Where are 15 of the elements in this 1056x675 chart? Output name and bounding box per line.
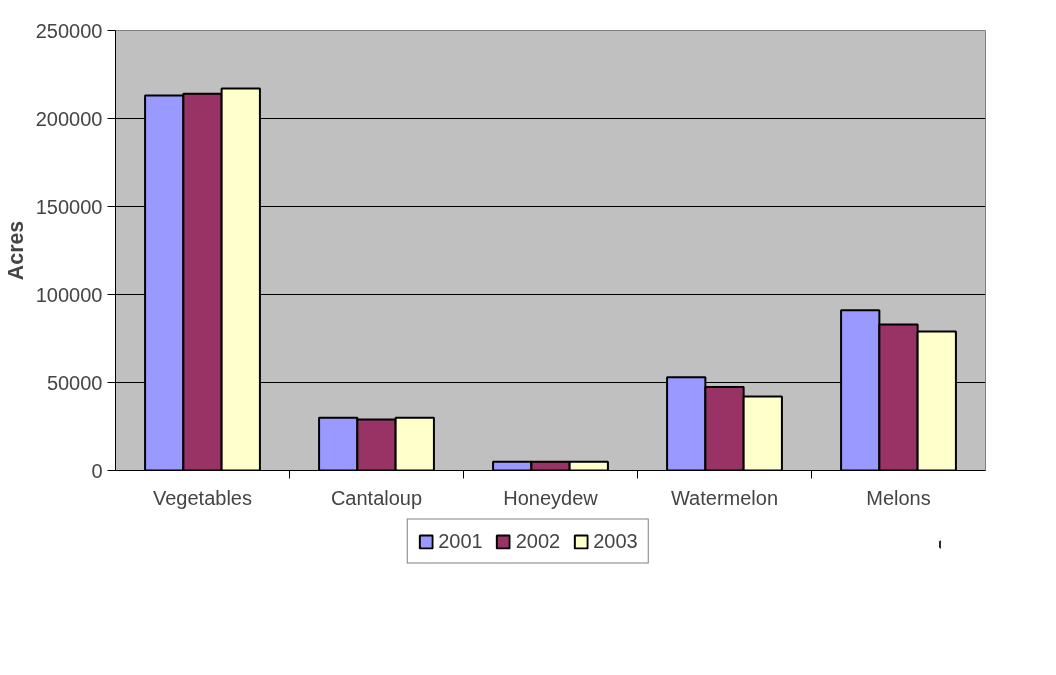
y-tick-label: 150000 bbox=[35, 195, 103, 218]
x-tick-label: Melons bbox=[866, 486, 931, 509]
x-tick-label: Honeydew bbox=[503, 486, 599, 509]
x-tick-label: Watermelon bbox=[670, 486, 779, 509]
x-tick-label: Vegetables bbox=[153, 486, 252, 509]
legend-label: 2002 bbox=[515, 529, 561, 553]
y-tick-label: 200000 bbox=[35, 107, 103, 130]
y-tick-label: 250000 bbox=[35, 19, 103, 42]
y-tick-label: 0 bbox=[91, 459, 103, 482]
x-tick-label: Cantaloup bbox=[330, 486, 423, 509]
y-tick-label: 100000 bbox=[35, 283, 103, 306]
legend-label: 2003 bbox=[593, 529, 638, 553]
y-axis-title: Acres bbox=[3, 220, 28, 281]
legend-label: 2001 bbox=[438, 529, 483, 553]
y-tick-label: 50000 bbox=[46, 371, 103, 394]
